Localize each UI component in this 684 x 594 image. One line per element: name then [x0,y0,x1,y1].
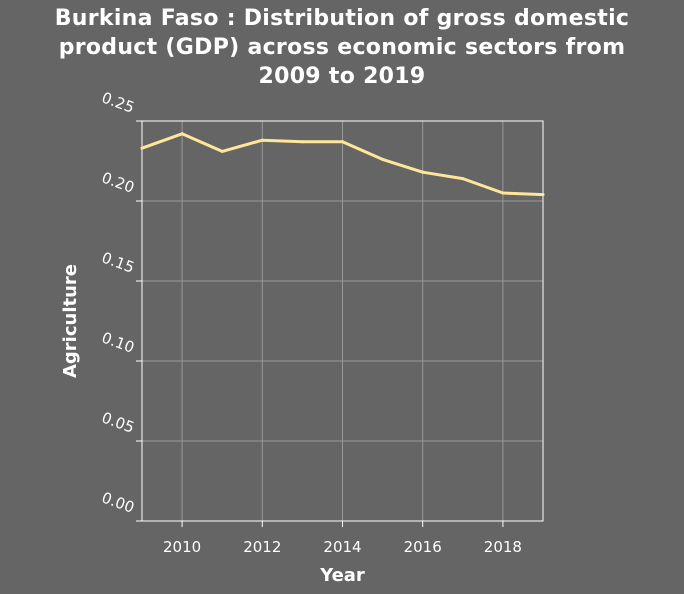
data-point [341,140,344,144]
x-tick-label: 2010 [163,538,201,556]
data-point [381,157,385,161]
x-tick-label: 2016 [404,538,442,556]
data-point [220,149,224,153]
data-point [501,191,505,195]
data-point [541,193,545,197]
chart-title-line-3: 2009 to 2019 [258,64,426,89]
x-tick-label: 2018 [484,538,522,556]
data-point [300,140,304,144]
tick-labels: 2010 2012 2014 2016 2018 0.00 0.05 0.10 0.15 0.20… [99,88,522,556]
y-axis-label: Agriculture [60,264,81,378]
plot-frame [141,120,544,522]
y-tick-label: 0.20 [99,168,137,196]
y-tick-label: 0.05 [99,408,137,436]
x-tick-label: 2014 [323,538,361,556]
y-tick-label: 0.00 [99,488,137,516]
x-axis-label: Year [319,565,365,586]
grid [136,120,543,527]
y-tick-label: 0.10 [99,328,137,356]
data-point [461,177,465,181]
chart-title-line-2: product (GDP) across economic sectors fr… [58,35,626,60]
data-point [421,170,425,174]
data-point [260,138,264,142]
x-tick-label: 2012 [243,538,281,556]
data-point [180,132,184,136]
chart-title: Burkina Faso : Distribution of gross dom… [0,4,684,91]
y-tick-label: 0.15 [99,248,137,276]
chart-title-line-1: Burkina Faso : Distribution of gross dom… [54,6,630,31]
y-tick-label: 0.25 [99,88,137,116]
data-point [140,146,144,150]
series-group [140,132,545,197]
